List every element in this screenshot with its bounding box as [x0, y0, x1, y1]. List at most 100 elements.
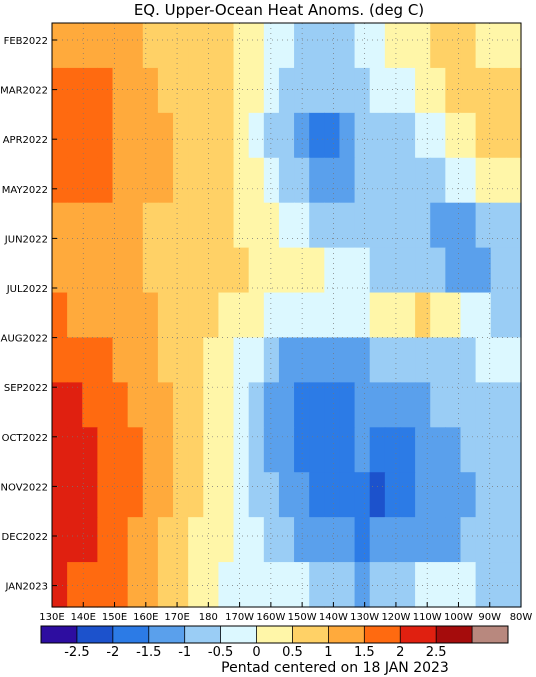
heat-cell — [369, 337, 386, 383]
heat-cell — [218, 67, 235, 114]
heat-cell — [248, 382, 265, 428]
heat-cell — [460, 202, 477, 249]
heat-cell — [127, 382, 144, 428]
heat-cell — [369, 427, 386, 473]
heat-cell — [399, 562, 416, 608]
heat-cell — [505, 472, 522, 518]
heat-cell — [218, 23, 235, 69]
colorbar-swatch — [292, 626, 329, 643]
heat-cell — [399, 472, 416, 518]
heat-cell — [263, 23, 280, 69]
heat-cell — [415, 382, 431, 428]
heat-cell — [430, 157, 446, 204]
heat-cell — [203, 292, 220, 339]
heat-cell — [384, 382, 401, 428]
heat-cell — [490, 517, 507, 563]
heat-cell — [445, 67, 462, 114]
heat-cell — [490, 157, 507, 204]
heat-cell — [369, 472, 386, 518]
heat-cell — [112, 67, 129, 114]
heat-cell — [324, 67, 341, 114]
heat-cell — [339, 112, 356, 159]
heat-cell — [384, 427, 401, 473]
heat-cell — [97, 337, 114, 383]
colorbar-tick-label: -0.5 — [208, 645, 233, 660]
heat-cell — [263, 517, 280, 563]
x-tick-label: 170W — [225, 612, 254, 623]
heat-cell — [263, 67, 280, 114]
heat-cell — [233, 67, 250, 114]
heat-cell — [127, 23, 144, 69]
heat-cell — [142, 337, 159, 383]
heat-cell — [505, 247, 522, 294]
heat-cell — [127, 247, 144, 294]
heat-cell — [369, 562, 386, 608]
heat-cell — [203, 337, 220, 383]
heat-cell — [430, 23, 446, 69]
heat-cell — [354, 337, 371, 383]
heat-cell — [339, 562, 356, 608]
heat-cell — [218, 112, 235, 159]
heat-cell — [475, 67, 492, 114]
heat-cell — [339, 67, 356, 114]
heat-cell — [294, 562, 310, 608]
heat-cell — [97, 23, 114, 69]
x-tick-label: 140E — [71, 612, 96, 623]
heat-cell — [218, 382, 235, 428]
colorbar-swatch — [148, 626, 186, 643]
heat-cell — [430, 562, 446, 608]
colorbar-swatch — [364, 626, 401, 643]
heat-cell — [142, 472, 159, 518]
heat-cell — [324, 472, 341, 518]
heat-cell — [218, 337, 235, 383]
heat-cell — [233, 517, 250, 563]
heat-cell — [490, 292, 507, 339]
heat-cell — [67, 112, 83, 159]
heat-cell — [142, 247, 159, 294]
heat-cell — [173, 112, 189, 159]
heat-cell — [445, 337, 462, 383]
x-tick-label: 150E — [102, 612, 127, 623]
heat-cell — [52, 427, 68, 473]
heat-cell — [505, 517, 522, 563]
heat-cell — [173, 247, 189, 294]
heat-cell — [445, 157, 462, 204]
heat-cell — [384, 337, 401, 383]
heat-cell — [460, 382, 477, 428]
heat-cell — [97, 247, 114, 294]
heat-cell — [82, 112, 98, 159]
heat-cell — [82, 157, 98, 204]
heat-cell — [203, 157, 220, 204]
heat-cell — [67, 427, 83, 473]
heat-cell — [52, 157, 68, 204]
heat-cell — [82, 67, 98, 114]
heat-cell — [52, 382, 68, 428]
heat-cell — [475, 472, 492, 518]
heat-cell — [203, 562, 220, 608]
heat-cell — [294, 67, 310, 114]
heat-cell — [490, 23, 507, 69]
heat-cell — [369, 247, 386, 294]
heat-cell — [188, 382, 204, 428]
heat-cell — [339, 517, 356, 563]
heat-cell — [399, 337, 416, 383]
heat-cell — [142, 67, 159, 114]
heat-cell — [127, 157, 144, 204]
heat-cell — [490, 112, 507, 159]
heat-cell — [399, 427, 416, 473]
heat-cell — [309, 247, 325, 294]
heat-cell — [173, 202, 189, 249]
heat-cell — [339, 292, 356, 339]
x-tick-label: 170E — [164, 612, 189, 623]
heat-cell — [399, 202, 416, 249]
heat-cell — [67, 472, 83, 518]
heat-cell — [339, 472, 356, 518]
heat-cell — [127, 517, 144, 563]
heat-cell — [278, 517, 295, 563]
heat-cell — [82, 472, 98, 518]
heat-cell — [278, 562, 295, 608]
heat-cell — [309, 337, 325, 383]
heat-cell — [384, 23, 401, 69]
heat-cell — [430, 247, 446, 294]
heat-cell — [278, 247, 295, 294]
